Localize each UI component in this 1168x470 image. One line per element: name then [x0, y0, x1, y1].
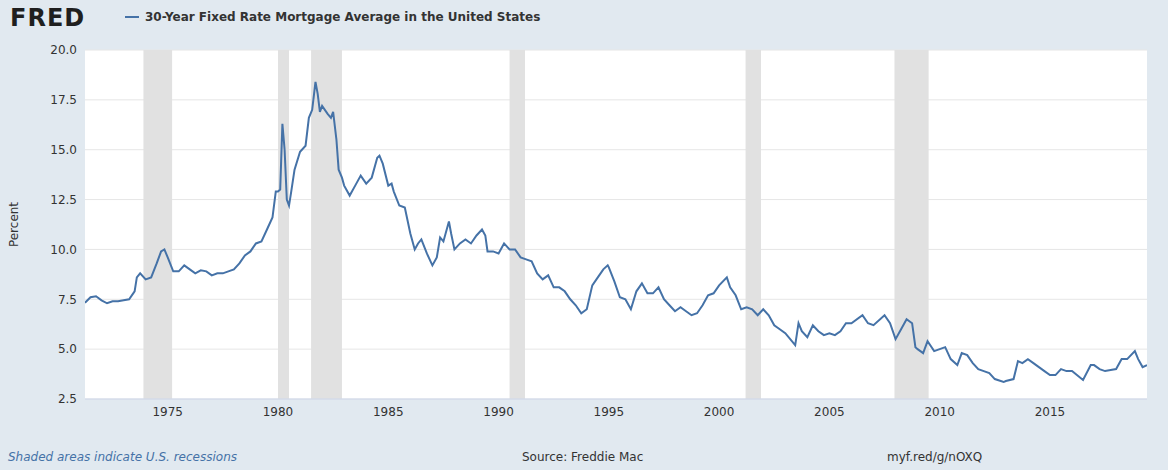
svg-text:2015: 2015: [1035, 405, 1066, 419]
svg-text:15.0: 15.0: [50, 143, 77, 157]
html-text:30-Year Fixed Rate Mortgage Av: 30-Year Fixed Rate Mortgage Average in t…: [145, 10, 541, 24]
html-text:myf.red/g/nOXQ: myf.red/g/nOXQ: [887, 450, 983, 464]
svg-text:10.0: 10.0: [50, 243, 77, 257]
svg-text:20.0: 20.0: [50, 43, 77, 57]
svg-text:2010: 2010: [924, 405, 955, 419]
svg-text:12.5: 12.5: [50, 193, 77, 207]
svg-text:17.5: 17.5: [50, 93, 77, 107]
svg-text:5.0: 5.0: [58, 342, 77, 356]
svg-text:1985: 1985: [373, 405, 404, 419]
html-text:FRED: FRED: [10, 4, 86, 32]
svg-text:1990: 1990: [483, 405, 514, 419]
svg-text:1995: 1995: [594, 405, 625, 419]
svg-text:Percent: Percent: [8, 202, 21, 247]
svg-text:2000: 2000: [704, 405, 735, 419]
svg-text:1980: 1980: [263, 405, 294, 419]
svg-text:1975: 1975: [152, 405, 183, 419]
svg-text:7.5: 7.5: [58, 293, 77, 307]
svg-text:2005: 2005: [814, 405, 845, 419]
html-text:Source: Freddie Mac: Source: Freddie Mac: [522, 450, 644, 464]
html-text:Shaded areas indicate U.S. rec: Shaded areas indicate U.S. recessions: [8, 450, 237, 464]
svg-text:2.5: 2.5: [58, 392, 77, 406]
